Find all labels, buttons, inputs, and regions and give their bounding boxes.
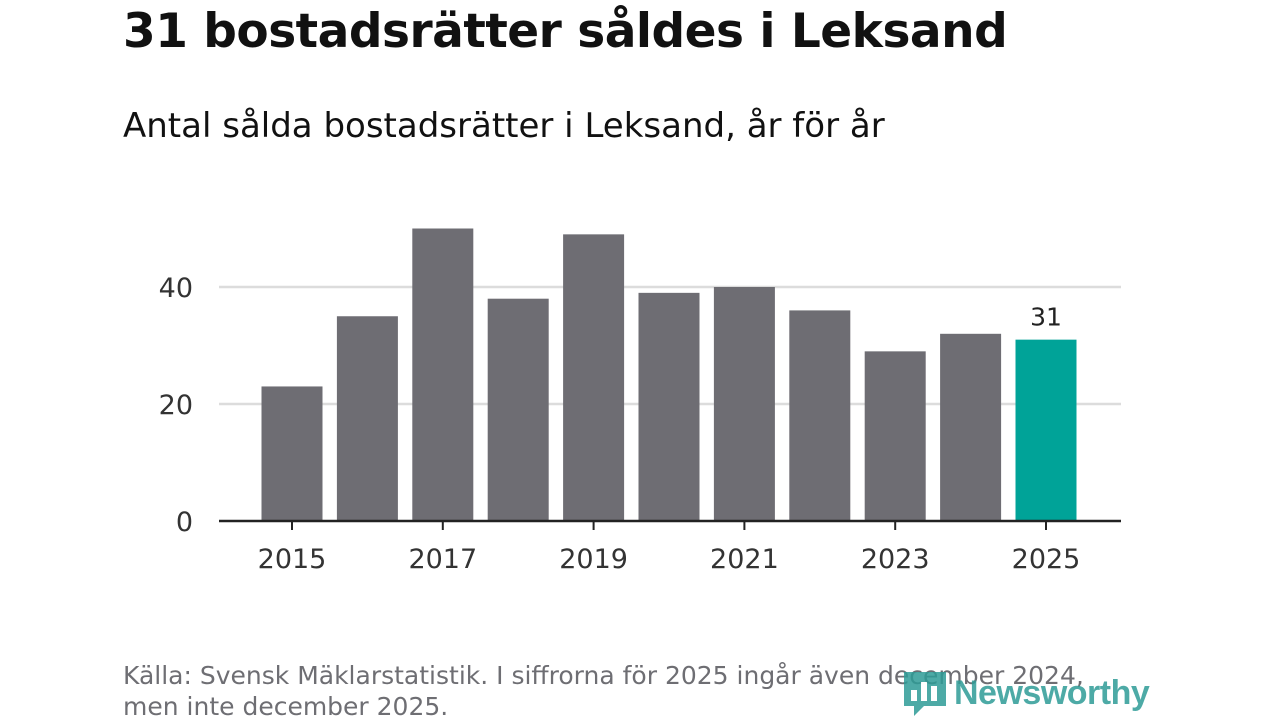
axis-layer <box>219 519 1121 530</box>
x-tick-label: 2023 <box>861 544 930 575</box>
x-tick-label: 2019 <box>559 544 628 575</box>
x-tick-label: 2021 <box>710 544 779 575</box>
bar-2015 <box>261 386 323 521</box>
bar-2020 <box>638 292 700 521</box>
label-layer: 0 20 40 2015 2017 2019 2021 2023 2025 31 <box>159 273 1081 575</box>
data-label-2025: 31 <box>1030 303 1062 332</box>
x-tick-label: 2025 <box>1012 544 1081 575</box>
logo-text: Newsworthy <box>954 673 1150 712</box>
y-tick-label: 40 <box>159 273 193 304</box>
x-tick-label: 2015 <box>258 544 327 575</box>
bar-2021 <box>713 287 775 521</box>
bar-2019 <box>563 234 625 521</box>
chart-title: 31 bostadsrätter såldes i Leksand <box>123 4 1008 59</box>
bar-2016 <box>336 316 398 521</box>
x-tick-label: 2017 <box>408 544 477 575</box>
newsworthy-logo: Newsworthy <box>902 668 1150 718</box>
y-tick-label: 0 <box>176 507 193 538</box>
y-tick-label: 20 <box>159 390 193 421</box>
bar-2018 <box>487 298 549 521</box>
bar-2025 <box>1015 339 1077 521</box>
bar-chart: 0 20 40 2015 2017 2019 2021 2023 2025 31 <box>159 228 1121 575</box>
bar-chart-logo-icon <box>904 672 946 716</box>
bar-layer <box>261 228 1077 521</box>
bar-2023 <box>864 351 926 521</box>
bar-2022 <box>789 310 851 521</box>
chart-subtitle: Antal sålda bostadsrätter i Leksand, år … <box>123 106 885 146</box>
bar-2017 <box>412 228 474 521</box>
bar-2024 <box>940 333 1002 521</box>
